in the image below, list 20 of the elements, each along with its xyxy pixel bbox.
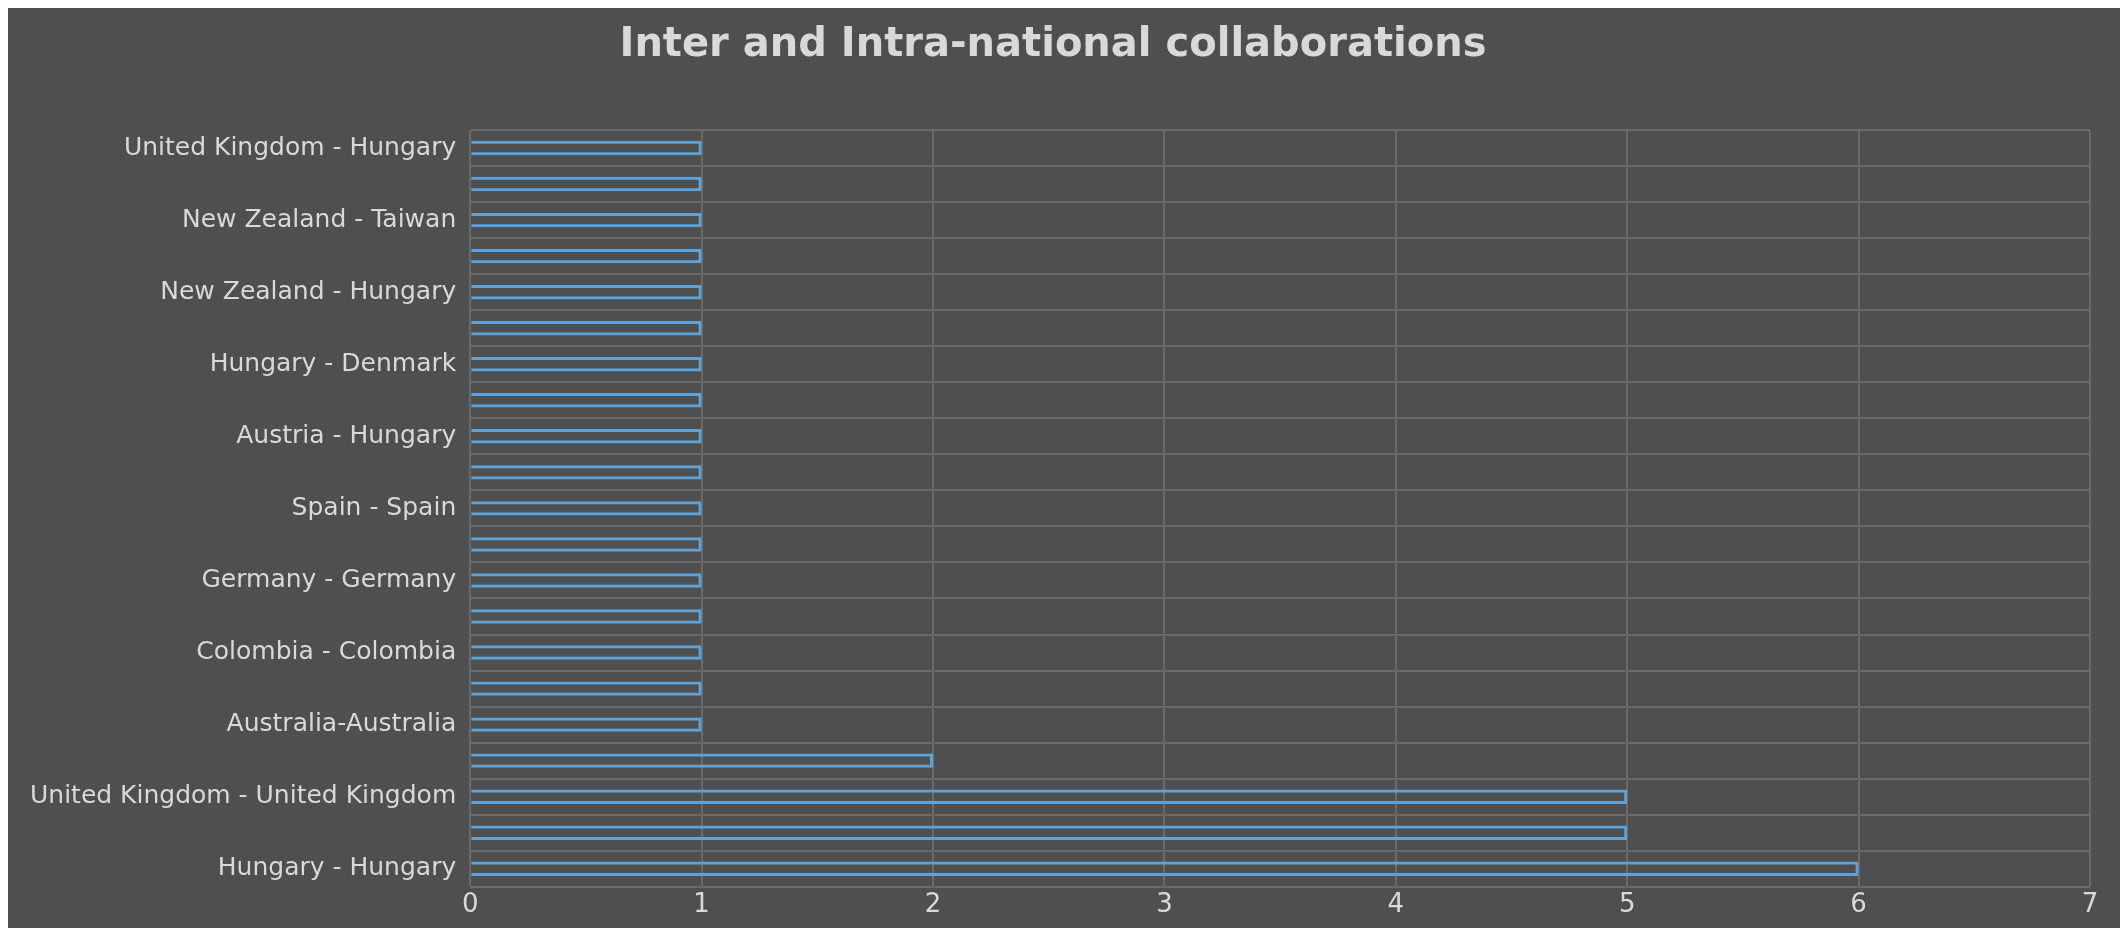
chart-title: Inter and Intra-national collaborations [619,19,1487,66]
x-tick-label: 1 [693,888,710,919]
x-tick-label: 0 [461,888,479,919]
y-tick-label: Austria - Hungary [236,419,457,449]
y-tick-label: United Kingdom - United Kingdom [30,780,457,810]
y-tick-label: Germany - Germany [201,563,457,593]
x-tick-label: 5 [1618,888,1636,919]
x-tick-label: 7 [2081,888,2099,919]
y-tick-label: New Zealand - Hungary [160,275,457,305]
y-tick-label: Hungary - Hungary [217,852,457,882]
y-tick-label: Hungary - Denmark [209,347,457,377]
y-tick-label: Colombia - Colombia [196,636,457,666]
x-tick-label: 3 [1156,888,1173,919]
y-tick-label: New Zealand - Taiwan [182,203,457,233]
x-tick-label: 6 [1850,888,1867,919]
y-tick-label: Australia-Australia [226,708,457,738]
y-tick-label: Spain - Spain [291,491,457,521]
x-tick-label: 2 [924,888,942,919]
x-tick-label: 4 [1387,888,1405,919]
y-tick-label: United Kingdom - Hungary [123,131,457,161]
